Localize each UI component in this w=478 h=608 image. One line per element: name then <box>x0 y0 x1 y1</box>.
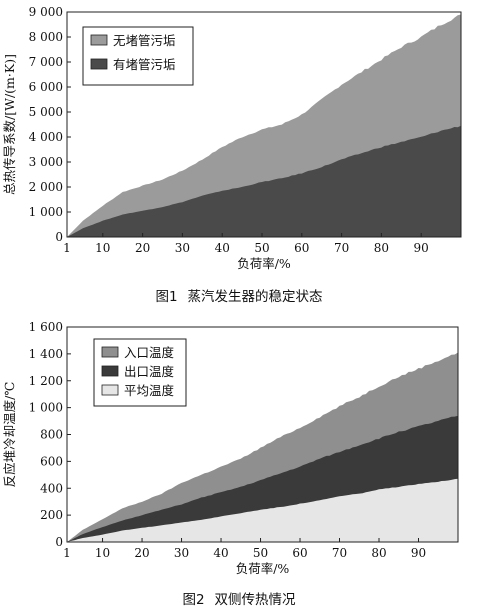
x-tick-label: 90 <box>414 241 429 255</box>
figure-2-caption: 图2 双侧传热情况 <box>0 588 478 608</box>
y-tick-label: 4 000 <box>29 130 63 144</box>
x-tick-label: 1 <box>63 546 71 560</box>
y-tick-label: 1 600 <box>29 320 63 334</box>
x-tick-label: 20 <box>134 546 149 560</box>
area-series-2 <box>67 125 461 237</box>
legend-label-2: 出口温度 <box>124 364 175 379</box>
legend-swatch-1 <box>90 34 108 46</box>
x-tick-label: 1 <box>63 241 71 255</box>
x-tick-label: 50 <box>253 546 268 560</box>
legend-swatch-3 <box>101 384 119 396</box>
x-tick-label: 80 <box>374 241 389 255</box>
figure-2-number: 图2 <box>182 592 205 608</box>
area-series-3 <box>67 478 458 542</box>
x-tick-label: 30 <box>174 546 189 560</box>
figure-1-number: 图1 <box>155 289 178 305</box>
legend-label-3: 平均温度 <box>124 383 175 398</box>
chart-1-svg: 0 1 000 2 000 3 000 4 000 5 000 6 000 7 000 8 00… <box>2 5 462 270</box>
y-tick-label: 1 200 <box>29 374 63 388</box>
y-tick-label: 200 <box>40 508 63 522</box>
y-tick-label: 5 000 <box>29 105 63 119</box>
y-tick-label: 400 <box>40 481 63 495</box>
y-tick-label: 0 <box>55 535 63 549</box>
figure-1-caption: 图1 蒸汽发生器的稳定状态 <box>0 285 478 305</box>
x-tick-label: 70 <box>334 241 349 255</box>
legend-label-2: 有堵管污垢 <box>113 57 176 72</box>
x-axis-label: 负荷率/% <box>237 256 291 270</box>
x-tick-label: 30 <box>175 241 190 255</box>
y-tick-label: 1 000 <box>29 205 63 219</box>
x-tick-label: 60 <box>294 241 309 255</box>
y-tick-label: 7 000 <box>29 55 63 69</box>
x-tick-label: 10 <box>95 241 110 255</box>
y-tick-label: 800 <box>40 428 63 442</box>
y-tick-label: 1 000 <box>29 401 63 415</box>
legend-swatch-2 <box>90 58 108 70</box>
chart-2-svg: 0 200 400 600 800 1 000 1 200 1 400 1 600 1 10 20 30… <box>2 320 459 576</box>
figure-1-title: 蒸汽发生器的稳定状态 <box>187 289 323 305</box>
legend-label-1: 入口温度 <box>124 345 175 360</box>
chart-heat-transfer: 0 1 000 2 000 3 000 4 000 5 000 6 000 7 000 8 00… <box>0 0 478 270</box>
y-tick-label: 6 000 <box>29 80 63 94</box>
x-tick-label: 50 <box>254 241 269 255</box>
y-axis-label: 反应堆冷却温度/℃ <box>2 382 17 488</box>
y-tick-label: 8 000 <box>29 30 63 44</box>
x-tick-label: 70 <box>332 546 347 560</box>
y-tick-label: 1 400 <box>29 347 63 361</box>
x-tick-label: 60 <box>292 546 307 560</box>
legend-swatch-2 <box>101 365 119 377</box>
y-tick-label: 600 <box>40 454 63 468</box>
y-tick-label: 2 000 <box>29 180 63 194</box>
legend-swatch-1 <box>101 346 119 358</box>
y-tick-label: 0 <box>55 230 63 244</box>
figure-2-title: 双侧传热情况 <box>214 592 296 608</box>
chart-reactor-temperature: 0 200 400 600 800 1 000 1 200 1 400 1 600 1 10 20 30… <box>0 310 478 582</box>
x-tick-label: 80 <box>371 546 386 560</box>
legend-label-1: 无堵管污垢 <box>113 33 176 48</box>
y-tick-label: 9 000 <box>29 5 63 19</box>
y-tick-label: 3 000 <box>29 155 63 169</box>
y-axis-label: 总热传导系数/[W/(m·K)] <box>2 54 17 195</box>
plot-frame <box>66 11 462 238</box>
x-axis-label: 负荷率/% <box>236 561 290 576</box>
x-tick-label: 20 <box>135 241 150 255</box>
x-tick-label: 10 <box>95 546 110 560</box>
x-tick-label: 90 <box>411 546 426 560</box>
x-tick-label: 40 <box>215 241 230 255</box>
x-tick-label: 40 <box>213 546 228 560</box>
